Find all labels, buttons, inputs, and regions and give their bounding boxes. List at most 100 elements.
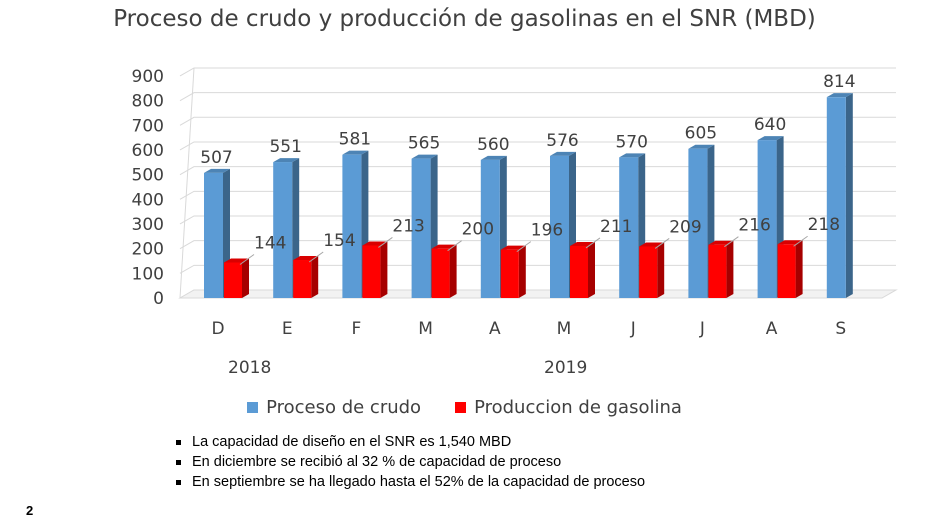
y-tick-label: 900 xyxy=(132,67,164,87)
data-label-leader xyxy=(516,241,532,253)
data-label-leader xyxy=(654,238,670,249)
legend-label-crudo: Proceso de crudo xyxy=(266,397,422,418)
y-tick-label: 800 xyxy=(132,92,164,112)
y-tick-label: 600 xyxy=(132,141,164,161)
legend-item-gasolina: Produccion de gasolina xyxy=(455,397,682,418)
bar-top xyxy=(431,244,457,249)
data-label: 640 xyxy=(754,115,786,135)
bar-front xyxy=(639,246,658,298)
x-tick-label: E xyxy=(282,319,293,339)
bar-top xyxy=(480,155,507,160)
bar-side xyxy=(311,256,319,298)
bar-side xyxy=(380,241,388,298)
bar-front xyxy=(619,157,639,298)
data-label-leader xyxy=(239,254,255,265)
data-label-leader xyxy=(447,240,462,252)
y-tick-label: 0 xyxy=(153,289,164,309)
data-label: 605 xyxy=(685,124,717,144)
bar-front xyxy=(411,158,431,298)
data-label: 154 xyxy=(323,231,355,251)
y-tick-label: 700 xyxy=(132,116,164,136)
note-text: En septiembre se ha llegado hasta el 52%… xyxy=(192,474,646,490)
bar-front xyxy=(480,159,500,298)
x-tick-label: J xyxy=(699,319,705,339)
note-text: La capacidad de diseño en el SNR es 1,54… xyxy=(192,434,512,450)
year-label-2019: 2019 xyxy=(544,358,588,378)
bar-top xyxy=(708,240,734,245)
legend-label-gasolina: Produccion de gasolina xyxy=(474,397,682,418)
data-label-leader xyxy=(585,237,601,249)
bar-top xyxy=(362,241,388,246)
bar-front xyxy=(342,154,362,298)
bar-front xyxy=(777,244,796,298)
bar-side xyxy=(449,244,457,298)
y-tick-label: 400 xyxy=(132,190,164,210)
data-label-leader xyxy=(724,236,739,248)
bar-top xyxy=(342,150,369,155)
x-tick-label: S xyxy=(835,319,846,339)
legend-item-crudo: Proceso de crudo xyxy=(247,397,421,418)
bar-front xyxy=(826,97,846,298)
bar-top xyxy=(411,154,438,159)
bar-side xyxy=(845,93,853,298)
legend-swatch-gasolina xyxy=(455,402,467,413)
note-text: En diciembre se recibió al 32 % de capac… xyxy=(192,454,562,470)
legend-swatch-crudo xyxy=(247,402,259,413)
bar-top xyxy=(826,93,853,98)
bar-gasolina xyxy=(224,258,249,298)
bar-front xyxy=(273,162,293,298)
data-label: 551 xyxy=(269,137,301,157)
bullet-icon xyxy=(176,479,181,485)
bar-gasolina xyxy=(500,245,526,298)
bar-front xyxy=(550,155,569,298)
bar-top xyxy=(619,153,646,158)
data-label-leader xyxy=(378,237,393,248)
bar-gasolina xyxy=(708,240,734,298)
note-item: La capacidad de diseño en el SNR es 1,54… xyxy=(176,432,645,452)
gridline xyxy=(179,116,896,126)
bar-top xyxy=(293,256,319,261)
gridline xyxy=(179,215,896,225)
bar-gasolina xyxy=(293,256,319,298)
y-tick-label: 200 xyxy=(132,240,164,260)
bar-top xyxy=(500,245,526,250)
x-tick-label: D xyxy=(211,319,224,339)
page-number: 2 xyxy=(26,503,34,518)
data-label: 200 xyxy=(462,220,494,240)
bar-crudo xyxy=(826,93,853,298)
bar-top xyxy=(273,158,300,163)
bar-top xyxy=(777,240,803,245)
data-label: 218 xyxy=(808,215,840,235)
data-label: 560 xyxy=(477,135,509,155)
bar-side xyxy=(518,245,526,298)
data-label: 565 xyxy=(408,134,440,154)
data-label: 213 xyxy=(392,216,424,236)
y-tick-label: 300 xyxy=(132,215,164,235)
bar-side xyxy=(657,242,665,298)
bar-front xyxy=(293,260,312,298)
note-item: En septiembre se ha llegado hasta el 52%… xyxy=(176,472,645,492)
data-label: 144 xyxy=(254,233,286,253)
data-label: 570 xyxy=(615,132,647,152)
data-label: 196 xyxy=(531,221,563,241)
bar-gasolina xyxy=(639,242,665,298)
x-tick-label: A xyxy=(489,319,501,339)
x-tick-label: F xyxy=(352,319,362,339)
bar-front xyxy=(500,249,519,298)
x-tick-label: M xyxy=(557,319,572,339)
bar-top xyxy=(688,144,715,149)
bar-top xyxy=(224,258,249,263)
gridline xyxy=(179,166,896,176)
data-label: 814 xyxy=(823,72,855,92)
bar-front xyxy=(204,172,223,298)
bar-chart: 0 100 200 300 400 500 600 700 800 900 507 551 581 565… xyxy=(132,67,898,339)
y-tick-label: 500 xyxy=(132,166,164,186)
bar-gasolina xyxy=(362,241,388,298)
note-item: En diciembre se recibió al 32 % de capac… xyxy=(176,452,645,472)
x-tick-label: J xyxy=(630,319,636,339)
bar-top xyxy=(204,168,230,173)
bullet-icon xyxy=(176,459,181,465)
data-label: 507 xyxy=(200,148,232,168)
data-label: 209 xyxy=(669,217,701,237)
bar-front xyxy=(431,248,450,298)
